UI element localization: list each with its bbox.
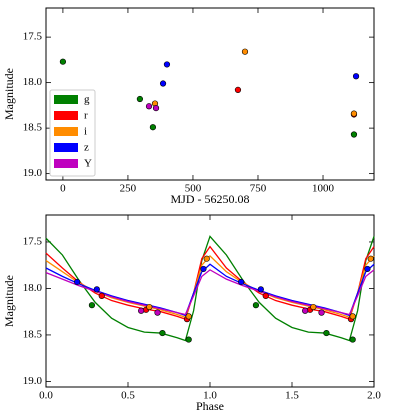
x-tick-label: 0 (60, 183, 66, 195)
data-point (88, 302, 96, 309)
y-axis-label: Magnitude (2, 275, 16, 327)
x-axis-label: MJD - 56250.08 (170, 192, 249, 206)
data-point (257, 286, 264, 293)
data-point (318, 309, 325, 316)
data-point (200, 265, 207, 273)
legend-swatch (54, 95, 78, 104)
x-tick-label: 1.5 (285, 390, 299, 402)
model-line (45, 245, 375, 320)
x-tick-label: 2.0 (367, 390, 381, 402)
model-line (45, 235, 375, 342)
data-point (238, 278, 245, 286)
data-point (145, 103, 153, 110)
data-point (262, 292, 269, 299)
data-point (159, 80, 167, 87)
legend-label: z (84, 142, 89, 154)
y-tick-label: 17.5 (23, 31, 43, 43)
data-point (349, 336, 356, 343)
x-tick-label: 500 (185, 183, 202, 195)
legend-label: Y (84, 158, 92, 170)
model-line (45, 254, 375, 319)
data-point (364, 265, 371, 273)
data-point (98, 292, 105, 299)
data-point (234, 86, 242, 94)
data-point (185, 313, 192, 320)
data-point (136, 95, 144, 103)
y-tick-label: 18.5 (23, 122, 43, 134)
legend-swatch (54, 127, 78, 136)
legend-swatch (54, 143, 78, 152)
y-axis-label: Magnitude (2, 68, 16, 120)
data-point (154, 309, 161, 316)
legend-swatch (54, 159, 78, 168)
model-line (45, 269, 375, 316)
y-tick-label: 18.5 (23, 328, 43, 340)
data-point (74, 278, 81, 286)
x-tick-label: 0.5 (121, 390, 135, 402)
data-point (310, 303, 317, 311)
data-point (163, 61, 171, 68)
data-point (252, 302, 260, 309)
data-point (185, 336, 192, 343)
data-point (152, 105, 160, 112)
data-point (352, 73, 360, 80)
data-point (93, 286, 100, 293)
legend-label: i (84, 126, 87, 138)
x-tick-label: 1000 (312, 183, 335, 195)
plot-frame (45, 7, 375, 181)
x-tick-label: 750 (250, 183, 267, 195)
x-tick-label: 250 (120, 183, 137, 195)
x-tick-label: 0.0 (39, 390, 53, 402)
legend-label: g (84, 94, 90, 106)
data-point (203, 255, 210, 262)
y-tick-label: 18.0 (23, 76, 43, 88)
data-point (159, 329, 166, 337)
y-tick-label: 19.0 (23, 375, 43, 387)
data-point (138, 307, 145, 314)
data-point (149, 124, 157, 131)
legend-label: r (84, 110, 88, 122)
data-point (367, 255, 374, 262)
data-point (350, 110, 358, 117)
data-point (59, 58, 67, 65)
data-point (302, 307, 309, 314)
data-point (349, 313, 356, 320)
data-point (350, 131, 358, 138)
data-point (146, 303, 153, 311)
x-axis-label: Phase (196, 399, 224, 413)
legend-swatch (54, 111, 78, 120)
plot-frame (45, 214, 375, 388)
data-point (323, 329, 330, 337)
x-tick-label: 1.0 (203, 390, 217, 402)
y-tick-label: 17.5 (23, 235, 43, 247)
y-tick-label: 19.0 (23, 167, 43, 179)
y-tick-label: 18.0 (23, 282, 43, 294)
data-point (241, 48, 249, 55)
